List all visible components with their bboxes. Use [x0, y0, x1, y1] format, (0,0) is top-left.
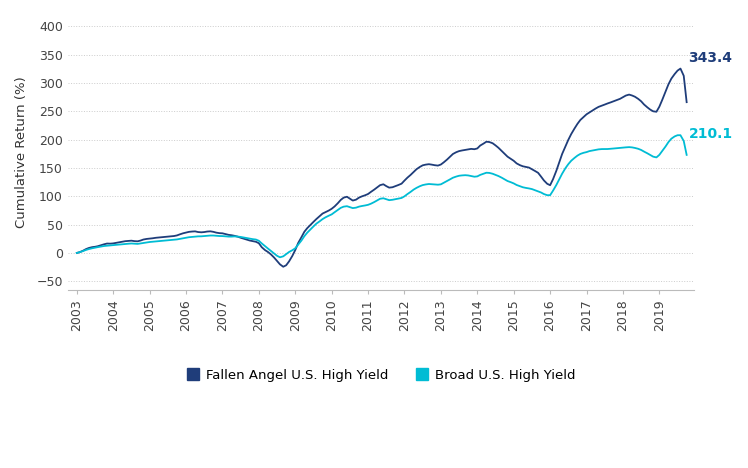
Legend: Fallen Angel U.S. High Yield, Broad U.S. High Yield: Fallen Angel U.S. High Yield, Broad U.S.… — [181, 364, 580, 388]
Text: 210.1: 210.1 — [688, 127, 732, 141]
Text: 343.4: 343.4 — [688, 51, 732, 66]
Y-axis label: Cumulative Return (%): Cumulative Return (%) — [15, 77, 28, 228]
